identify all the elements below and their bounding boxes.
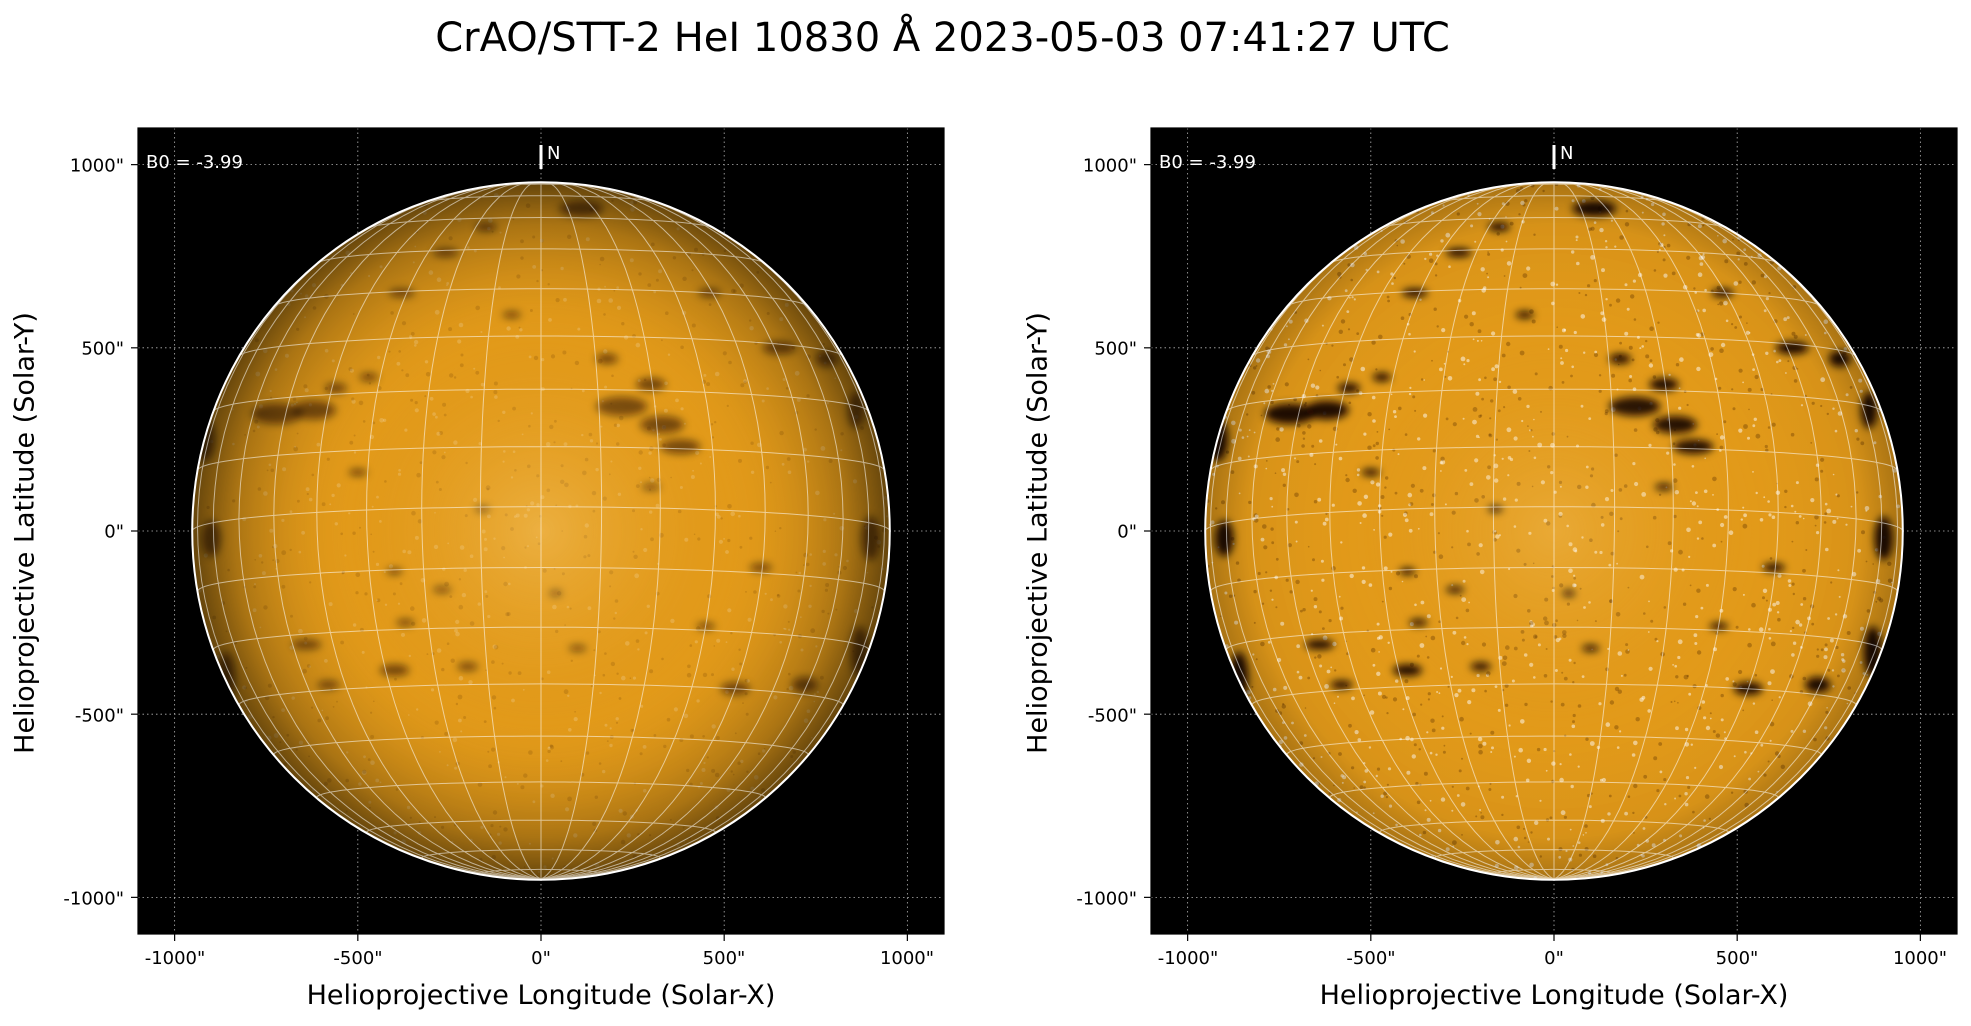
solar-disk-plot-left bbox=[131, 127, 945, 941]
parallel-line bbox=[212, 388, 870, 413]
parallel-line bbox=[273, 288, 809, 308]
parallel-line bbox=[1210, 566, 1898, 592]
solar-image-panel-right: Helioprojective Latitude (Solar-Y) Helio… bbox=[1013, 0, 1971, 1026]
parallel-line bbox=[316, 248, 766, 265]
x-tick-label: 500" bbox=[702, 948, 746, 969]
limb-outline bbox=[1204, 181, 1904, 881]
y-tick-label: -500" bbox=[1087, 705, 1137, 727]
x-tick-label: -500" bbox=[1346, 948, 1396, 969]
parallel-line bbox=[1329, 781, 1779, 798]
parallel-line bbox=[197, 446, 885, 471]
x-tick-label: -1000" bbox=[1157, 948, 1219, 969]
parallel-line bbox=[1251, 683, 1857, 706]
figure-title: CrAO/STT-2 HeI 10830 Å 2023-05-03 07:41:… bbox=[435, 15, 1450, 61]
x-tick-label: -1000" bbox=[144, 948, 206, 969]
x-tick-label: -500" bbox=[333, 948, 383, 969]
y-tick-label: -1000" bbox=[1076, 888, 1137, 910]
parallel-line bbox=[212, 626, 870, 651]
y-axis-label: Helioprojective Latitude (Solar-Y) bbox=[9, 312, 41, 754]
north-label: N bbox=[547, 143, 561, 164]
parallel-line bbox=[1379, 216, 1729, 230]
parallel-line bbox=[1329, 248, 1779, 265]
b0-annotation: B0 = -3.99 bbox=[146, 152, 243, 173]
y-tick-label: 0" bbox=[1117, 521, 1137, 543]
parallel-line bbox=[1205, 506, 1903, 532]
parallel-line bbox=[1286, 288, 1822, 308]
parallel-line bbox=[1225, 626, 1883, 651]
parallel-line bbox=[366, 216, 716, 230]
b0-annotation: B0 = -3.99 bbox=[1159, 152, 1256, 173]
parallel-line bbox=[316, 781, 766, 798]
parallel-line bbox=[421, 195, 661, 205]
parallel-line bbox=[1434, 195, 1674, 205]
y-tick-label: 0" bbox=[104, 521, 124, 543]
x-tick-label: 1000" bbox=[879, 948, 935, 969]
x-tick-label: 1000" bbox=[1892, 948, 1948, 969]
parallel-line bbox=[1379, 819, 1729, 833]
parallel-line bbox=[273, 735, 809, 755]
parallel-line bbox=[479, 868, 603, 874]
y-tick-label: 1000" bbox=[1082, 155, 1137, 177]
parallel-line bbox=[1210, 446, 1898, 471]
north-label: N bbox=[1560, 143, 1574, 164]
parallel-line bbox=[1492, 868, 1616, 874]
x-axis-label: Helioprojective Longitude (Solar-X) bbox=[306, 980, 776, 1011]
parallel-line bbox=[197, 566, 885, 592]
solar-image-panel-left: Helioprojective Latitude (Solar-Y) Helio… bbox=[0, 0, 985, 1026]
y-tick-label: 1000" bbox=[69, 155, 124, 177]
parallel-line bbox=[1434, 849, 1674, 859]
y-tick-label: 500" bbox=[1094, 338, 1137, 360]
x-tick-label: 0" bbox=[531, 948, 551, 969]
parallel-line bbox=[1251, 335, 1857, 358]
parallel-line bbox=[1225, 388, 1883, 413]
limb-outline bbox=[191, 181, 891, 881]
parallel-line bbox=[1286, 735, 1822, 755]
parallel-line bbox=[192, 506, 890, 532]
parallel-line bbox=[366, 819, 716, 833]
parallel-line bbox=[238, 335, 844, 358]
y-tick-label: -1000" bbox=[63, 888, 124, 910]
parallel-line bbox=[421, 849, 661, 859]
x-tick-label: 0" bbox=[1544, 948, 1564, 969]
x-tick-label: 500" bbox=[1715, 948, 1759, 969]
y-tick-label: 500" bbox=[81, 338, 124, 360]
solar-disk-plot-right bbox=[1144, 127, 1958, 941]
y-axis-label: Helioprojective Latitude (Solar-Y) bbox=[1022, 312, 1054, 754]
x-axis-label: Helioprojective Longitude (Solar-X) bbox=[1319, 980, 1789, 1011]
y-tick-label: -500" bbox=[74, 705, 124, 727]
parallel-line bbox=[238, 683, 844, 706]
